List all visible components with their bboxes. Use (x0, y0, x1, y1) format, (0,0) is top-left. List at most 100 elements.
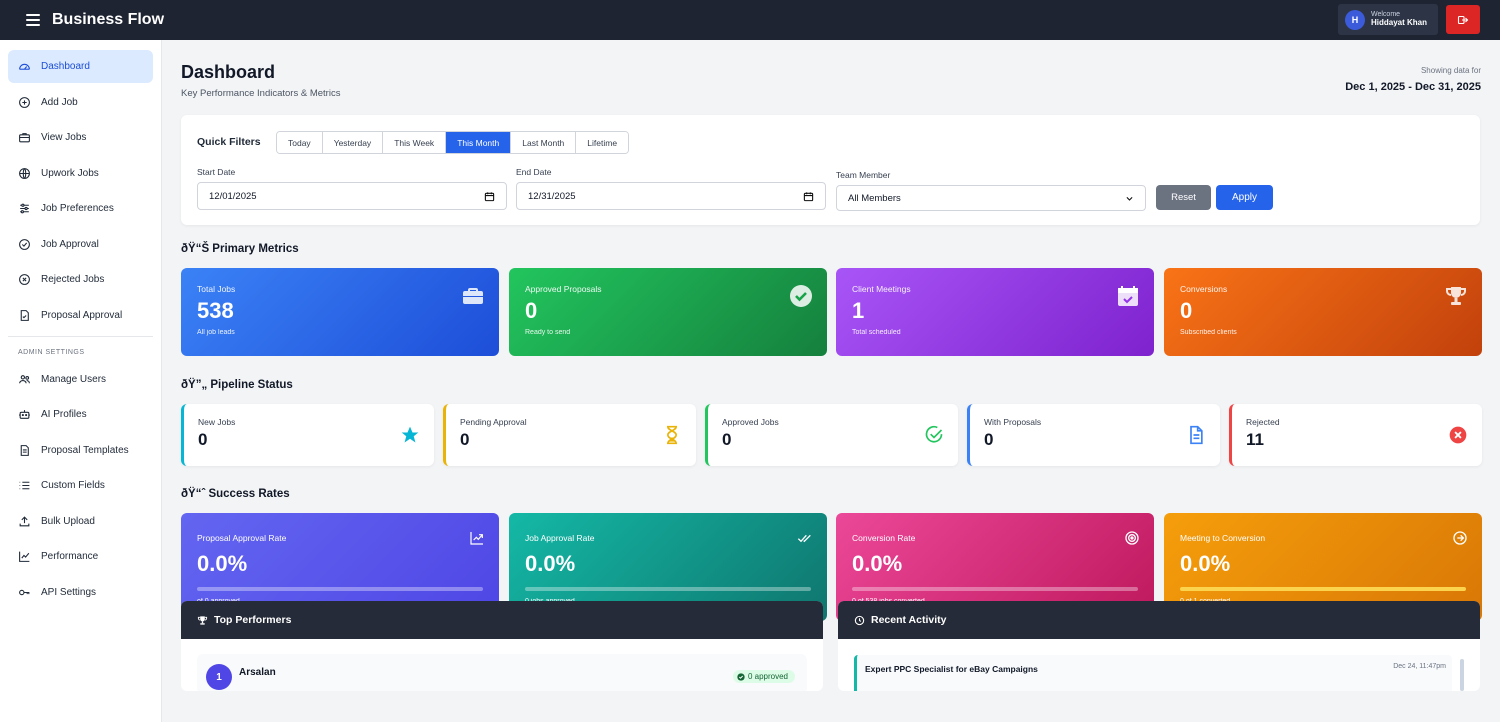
sidebar-item-api-settings[interactable]: API Settings (8, 576, 153, 609)
logout-button[interactable] (1446, 5, 1480, 34)
metric-sub: Ready to send (525, 329, 571, 336)
hamburger-menu-icon[interactable] (26, 14, 40, 26)
start-date-input[interactable]: 12/01/2025 (197, 182, 507, 210)
sidebar-item-manage-users[interactable]: Manage Users (8, 363, 153, 396)
arrow-circle-right-icon (1453, 531, 1467, 545)
sidebar: Dashboard Add Job View Jobs Upwork Jobs … (0, 40, 162, 722)
metric-label: Conversions (1180, 284, 1228, 294)
quick-filter-group: Today Yesterday This Week This Month Las… (276, 131, 630, 154)
metric-card-approved-proposals: Approved Proposals 0 Ready to send (509, 268, 827, 356)
sidebar-item-label: Rejected Jobs (41, 274, 105, 285)
trophy-icon (1446, 287, 1466, 305)
activity-item[interactable]: Expert PPC Specialist for eBay Campaigns… (854, 655, 1452, 691)
target-icon (1125, 531, 1139, 545)
apply-button[interactable]: Apply (1216, 185, 1273, 210)
sidebar-item-custom-fields[interactable]: Custom Fields (8, 469, 153, 502)
team-member-value: All Members (848, 192, 901, 204)
sidebar-item-ai-profiles[interactable]: AI Profiles (8, 398, 153, 431)
performer-name: Arsalan (239, 667, 276, 678)
x-circle-icon (1449, 426, 1467, 444)
sidebar-item-label: Add Job (41, 96, 78, 108)
chart-line-icon (19, 551, 30, 562)
sidebar-item-label: Proposal Approval (41, 309, 123, 321)
sidebar-item-proposal-templates[interactable]: Proposal Templates (8, 434, 153, 467)
briefcase-icon (463, 288, 483, 304)
sidebar-item-dashboard[interactable]: Dashboard (8, 50, 153, 83)
upload-icon (19, 515, 30, 526)
quick-filter-last-month[interactable]: Last Month (511, 132, 577, 153)
user-name: Hiddayat Khan (1371, 17, 1428, 27)
rate-progress-bar (525, 587, 811, 591)
sidebar-item-label: Bulk Upload (41, 515, 95, 527)
metric-value: 1 (852, 298, 865, 323)
rate-progress-bar (197, 587, 483, 591)
pipeline-value: 11 (1246, 430, 1264, 449)
quick-filter-this-month[interactable]: This Month (446, 132, 512, 153)
reset-button[interactable]: Reset (1156, 185, 1211, 210)
quick-filter-yesterday[interactable]: Yesterday (322, 132, 384, 153)
sidebar-item-proposal-approval[interactable]: Proposal Approval (8, 299, 153, 332)
success-rates-title: ðŸ“ˆ Success Rates (181, 488, 290, 500)
metric-card-conversions: Conversions 0 Subscribed clients (1164, 268, 1482, 356)
sidebar-item-performance[interactable]: Performance (8, 540, 153, 573)
check-circle-icon (790, 285, 812, 307)
file-check-icon (20, 309, 29, 321)
metric-card-client-meetings: Client Meetings 1 Total scheduled (836, 268, 1154, 356)
metric-sub: Total scheduled (852, 329, 901, 336)
trend-up-icon (470, 532, 483, 545)
double-check-icon (797, 534, 811, 543)
quick-filter-this-week[interactable]: This Week (383, 132, 447, 153)
pipeline-value: 0 (722, 430, 732, 449)
team-member-select[interactable]: All Members (836, 185, 1146, 211)
user-box[interactable]: H Welcome Hiddayat Khan (1338, 4, 1438, 35)
star-icon (401, 426, 419, 443)
activity-scrollbar[interactable] (1460, 659, 1464, 691)
pipeline-label: With Proposals (984, 417, 1042, 427)
check-circle-icon (737, 672, 745, 681)
sidebar-item-label: AI Profiles (41, 409, 87, 420)
activity-item-time: Dec 24, 11:47pm (1393, 663, 1446, 670)
sidebar-item-job-preferences[interactable]: Job Preferences (8, 192, 153, 225)
sidebar-item-label: Upwork Jobs (41, 167, 99, 179)
team-member-label: Team Member (836, 170, 891, 180)
sidebar-item-add-job[interactable]: Add Job (8, 86, 153, 119)
quick-filter-lifetime[interactable]: Lifetime (576, 132, 629, 153)
sidebar-item-label: Custom Fields (41, 480, 105, 491)
x-circle-icon (19, 274, 30, 285)
sidebar-item-view-jobs[interactable]: View Jobs (8, 121, 153, 154)
calendar-icon[interactable] (484, 191, 495, 202)
recent-activity-title: Recent Activity (871, 614, 947, 626)
activity-item-title: Expert PPC Specialist for eBay Campaigns (865, 664, 1038, 674)
trophy-icon (197, 615, 208, 625)
sidebar-item-upwork-jobs[interactable]: Upwork Jobs (8, 157, 153, 190)
end-date-input[interactable]: 12/31/2025 (516, 182, 826, 210)
document-icon (20, 444, 29, 456)
metric-card-total-jobs: Total Jobs 538 All job leads (181, 268, 499, 356)
performer-badge: 0 approved (732, 670, 795, 683)
pipeline-label: Rejected (1246, 417, 1280, 427)
calendar-icon[interactable] (803, 191, 814, 202)
sidebar-item-job-approval[interactable]: Job Approval (8, 228, 153, 261)
metric-value: 538 (197, 298, 234, 323)
pipeline-card-with-proposals: With Proposals 0 (967, 404, 1220, 466)
pipeline-value: 0 (460, 430, 470, 449)
metric-value: 0 (525, 298, 538, 323)
sliders-icon (20, 203, 29, 214)
metric-label: Approved Proposals (525, 284, 602, 294)
sidebar-item-label: Manage Users (41, 373, 107, 385)
quick-filter-today[interactable]: Today (277, 132, 323, 153)
logout-icon (1457, 15, 1469, 24)
calendar-check-icon (1118, 286, 1138, 306)
rate-label: Proposal Approval Rate (197, 533, 287, 543)
sidebar-item-bulk-upload[interactable]: Bulk Upload (8, 505, 153, 538)
sidebar-item-label: Proposal Templates (41, 444, 129, 456)
chevron-down-icon (1126, 196, 1133, 201)
rate-label: Meeting to Conversion (1180, 533, 1266, 543)
performer-row[interactable]: 1 Arsalan 0 approved (197, 654, 807, 691)
admin-settings-heading: ADMIN SETTINGS (18, 349, 85, 356)
end-date-label: End Date (516, 167, 552, 177)
quick-filters-label: Quick Filters (197, 136, 261, 148)
sidebar-item-rejected-jobs[interactable]: Rejected Jobs (8, 263, 153, 296)
metric-label: Total Jobs (197, 284, 236, 294)
recent-activity-panel: Recent Activity Expert PPC Specialist fo… (838, 601, 1480, 691)
